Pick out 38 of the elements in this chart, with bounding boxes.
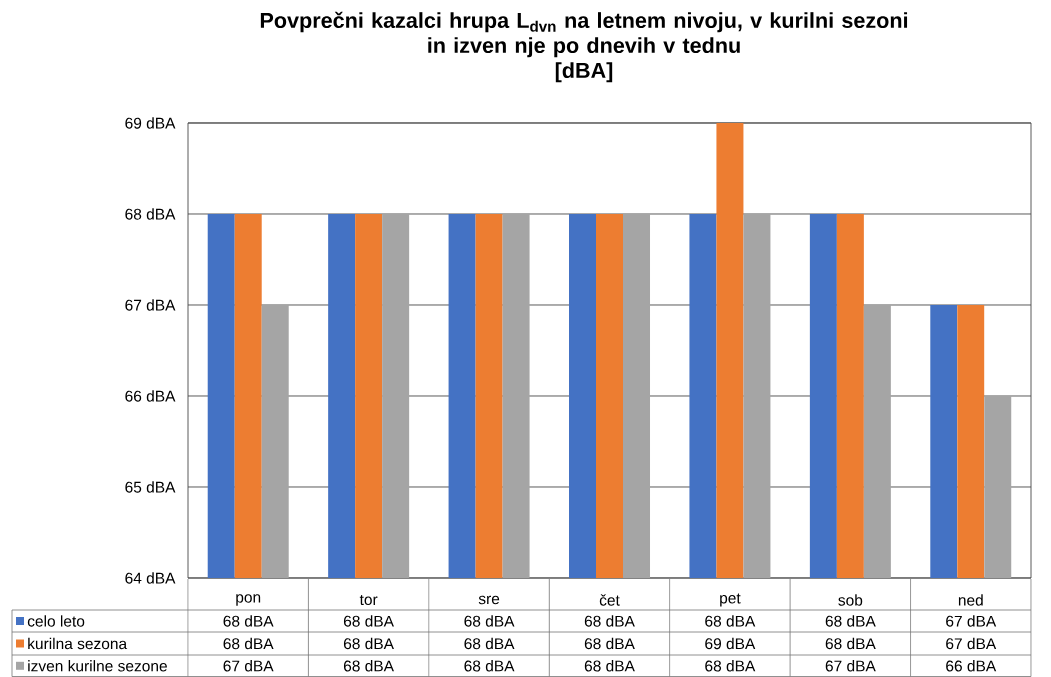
data-label: 68 dBA [705, 660, 756, 672]
chart-title: Povprečni kazalci hrupa L$_{dvn}$ na letnem nivoju, v kurilni sezoni in izven nje po dnevih v tednu [dBA] [260, 11, 908, 83]
x-tick-label: tor [359, 594, 378, 606]
data-label: 68 dBA [584, 660, 635, 672]
y-tick-label: 65 dBA [125, 481, 176, 493]
data-label: 68 dBA [825, 615, 876, 627]
data-label: 68 dBA [464, 637, 515, 650]
legend-label: celo leto [27, 615, 85, 627]
data-label: 68 dBA [223, 615, 274, 627]
data-label: 68 dBA [825, 637, 876, 650]
data-label: 67 dBA [946, 615, 997, 627]
y-tick-label: 67 dBA [125, 299, 176, 311]
data-label: 68 dBA [343, 637, 394, 650]
y-tick-label: 64 dBA [125, 572, 176, 584]
x-tick-label: pon [236, 594, 261, 606]
data-label: 68 dBA [343, 660, 394, 672]
data-label: 67 dBA [946, 637, 997, 650]
y-tick-label: 69 dBA [125, 117, 176, 129]
legend-label: kurilna sezona [28, 637, 128, 650]
data-label: 68 dBA [705, 615, 756, 627]
y-tick-label: 66 dBA [125, 390, 176, 402]
data-label: 68 dBA [464, 660, 515, 672]
data-label: 66 dBA [946, 660, 997, 672]
x-tick-label: ned [958, 594, 983, 606]
data-label: 69 dBA [705, 637, 756, 650]
x-tick-label: sob [838, 594, 863, 606]
data-label: 68 dBA [464, 615, 515, 627]
y-tick-label: 68 dBA [125, 208, 176, 220]
data-label: 68 dBA [584, 637, 635, 650]
data-label: 68 dBA [223, 637, 274, 650]
x-tick-label: pet [720, 593, 741, 607]
x-tick-label: čet [599, 594, 620, 606]
data-label: 67 dBA [825, 660, 876, 672]
data-label: 68 dBA [584, 615, 635, 627]
legend-label: izven kurilne sezone [28, 660, 167, 672]
data-label: 67 dBA [223, 660, 274, 672]
data-label: 68 dBA [343, 615, 394, 627]
x-tick-label: sre [478, 595, 500, 605]
